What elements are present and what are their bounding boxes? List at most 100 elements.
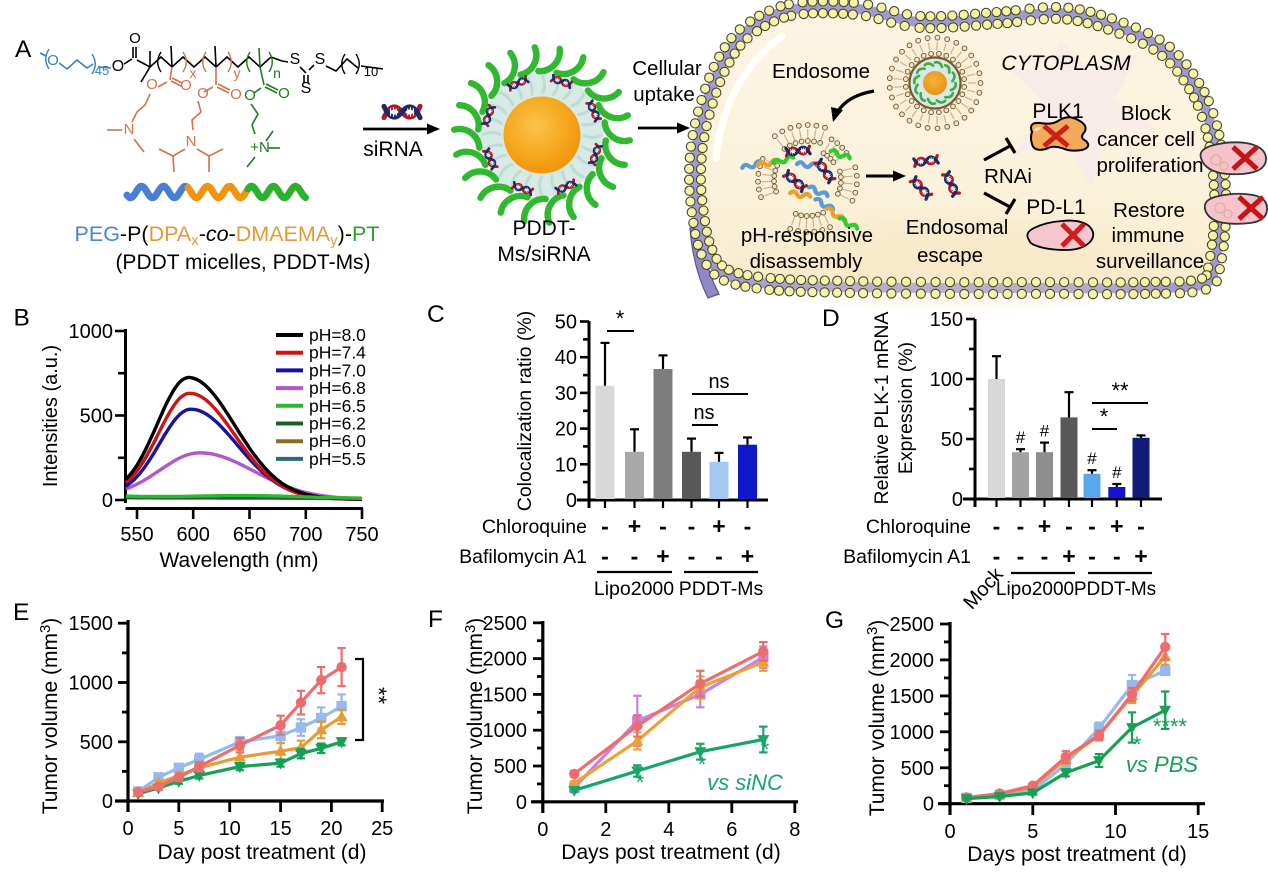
- svg-text:*: *: [761, 737, 770, 762]
- svg-text:Colocalization ratio (%): Colocalization ratio (%): [514, 311, 536, 512]
- svg-text:500: 500: [80, 732, 113, 754]
- svg-text:Endosomal: Endosomal: [906, 216, 1009, 239]
- svg-text:2500: 2500: [483, 613, 528, 635]
- svg-text:5: 5: [1027, 821, 1038, 843]
- svg-text:-: -: [1088, 513, 1096, 539]
- svg-text:O: O: [112, 58, 124, 75]
- svg-text:1500: 1500: [483, 684, 528, 706]
- svg-text:O: O: [47, 52, 59, 69]
- svg-text:0: 0: [102, 490, 113, 512]
- svg-text:50: 50: [941, 429, 963, 451]
- svg-text:y: y: [234, 65, 241, 81]
- svg-text:Days post treatment (d): Days post treatment (d): [561, 841, 780, 864]
- svg-text:G: G: [825, 607, 844, 634]
- svg-text:+: +: [1038, 513, 1051, 539]
- svg-text:C: C: [427, 301, 445, 328]
- svg-text:**: **: [366, 687, 391, 705]
- svg-text:Day post treatment (d): Day post treatment (d): [158, 841, 367, 864]
- svg-text:1000: 1000: [483, 720, 528, 742]
- svg-text:(PDDT micelles, PDDT-Ms): (PDDT micelles, PDDT-Ms): [115, 251, 370, 274]
- svg-text:S: S: [290, 51, 301, 68]
- svg-text:uptake: uptake: [633, 83, 695, 106]
- svg-text:-: -: [631, 543, 639, 569]
- svg-text:Intensities (a.u.): Intensities (a.u.): [40, 345, 62, 487]
- svg-text:A: A: [15, 36, 32, 63]
- svg-text:O: O: [180, 77, 192, 94]
- svg-text:+: +: [1062, 543, 1075, 569]
- svg-text:2500: 2500: [890, 614, 935, 636]
- svg-text:PD-L1: PD-L1: [1026, 196, 1086, 219]
- svg-text:500: 500: [901, 758, 934, 780]
- svg-text:RNAi: RNAi: [984, 165, 1032, 188]
- svg-text:-: -: [601, 513, 609, 539]
- svg-text:*: *: [616, 306, 625, 331]
- svg-text:0: 0: [923, 794, 934, 816]
- svg-text:-: -: [1065, 513, 1073, 539]
- svg-text:10: 10: [1104, 821, 1126, 843]
- svg-text:O: O: [146, 76, 158, 93]
- svg-text:immune: immune: [1112, 224, 1185, 247]
- svg-text:Ms/siRNA: Ms/siRNA: [497, 243, 590, 266]
- svg-text:pH-responsive: pH-responsive: [741, 224, 873, 247]
- svg-text:45: 45: [95, 63, 109, 78]
- svg-text:*: *: [636, 770, 645, 795]
- svg-text:E: E: [13, 599, 29, 626]
- svg-text:+: +: [628, 513, 641, 539]
- svg-text:0: 0: [122, 818, 133, 840]
- svg-text:-: -: [993, 513, 1001, 539]
- svg-text:Days post treatment (d): Days post treatment (d): [967, 843, 1186, 866]
- svg-text:****: ****: [1153, 714, 1188, 739]
- svg-text:S: S: [301, 80, 312, 97]
- svg-text:15: 15: [269, 818, 291, 840]
- svg-text:+: +: [741, 543, 754, 569]
- svg-text:PDDT-Ms: PDDT-Ms: [1074, 579, 1156, 600]
- svg-text:Tumor volume (mm3): Tumor volume (mm3): [37, 618, 62, 815]
- svg-text:Tumor volume (mm3): Tumor volume (mm3): [462, 618, 487, 815]
- svg-text:N: N: [186, 133, 197, 150]
- svg-text:1000: 1000: [69, 321, 114, 343]
- svg-text:100: 100: [930, 369, 963, 391]
- svg-text:Lipo2000: Lipo2000: [996, 579, 1074, 600]
- svg-text:500: 500: [494, 756, 527, 778]
- svg-text:#: #: [1040, 422, 1050, 441]
- svg-text:1000: 1000: [69, 673, 114, 695]
- svg-text:30: 30: [555, 383, 577, 405]
- svg-text:pH=5.5: pH=5.5: [309, 449, 366, 469]
- svg-text:2: 2: [600, 819, 611, 841]
- svg-text:25: 25: [371, 818, 393, 840]
- svg-text:0: 0: [516, 792, 527, 814]
- svg-text:0: 0: [102, 791, 113, 813]
- svg-text:Tumor volume (mm3): Tumor volume (mm3): [864, 620, 889, 817]
- svg-text:40: 40: [555, 347, 577, 369]
- svg-text:cancer cell: cancer cell: [1097, 128, 1195, 151]
- svg-text:-: -: [744, 513, 752, 539]
- svg-text:O: O: [129, 30, 141, 47]
- svg-text:0: 0: [944, 821, 955, 843]
- svg-text:+: +: [712, 513, 725, 539]
- svg-text:-: -: [688, 543, 696, 569]
- svg-text:15: 15: [1187, 821, 1209, 843]
- svg-text:surveillance: surveillance: [1096, 250, 1204, 273]
- svg-text:50: 50: [555, 312, 577, 334]
- svg-text:CYTOPLASM: CYTOPLASM: [1001, 52, 1131, 75]
- svg-text:10: 10: [219, 818, 241, 840]
- svg-text:1000: 1000: [890, 722, 935, 744]
- svg-text:20: 20: [320, 818, 342, 840]
- svg-text:#: #: [1112, 463, 1122, 482]
- svg-text:#: #: [1016, 428, 1026, 447]
- svg-text:S: S: [315, 51, 326, 68]
- svg-text:N: N: [124, 121, 135, 138]
- svg-text:2000: 2000: [890, 650, 935, 672]
- svg-text:-: -: [1041, 543, 1049, 569]
- svg-text:550: 550: [120, 524, 153, 546]
- svg-text:500: 500: [80, 406, 113, 428]
- svg-text:6: 6: [726, 819, 737, 841]
- svg-text:700: 700: [289, 524, 322, 546]
- svg-text:10: 10: [555, 454, 577, 476]
- svg-text:disassembly: disassembly: [750, 250, 864, 273]
- svg-text:B: B: [14, 305, 30, 332]
- svg-text:-: -: [1137, 513, 1145, 539]
- svg-text:Expression (%): Expression (%): [895, 342, 917, 474]
- svg-text:+: +: [1134, 543, 1147, 569]
- svg-text:Relative PLK-1 mRNA: Relative PLK-1 mRNA: [871, 312, 893, 505]
